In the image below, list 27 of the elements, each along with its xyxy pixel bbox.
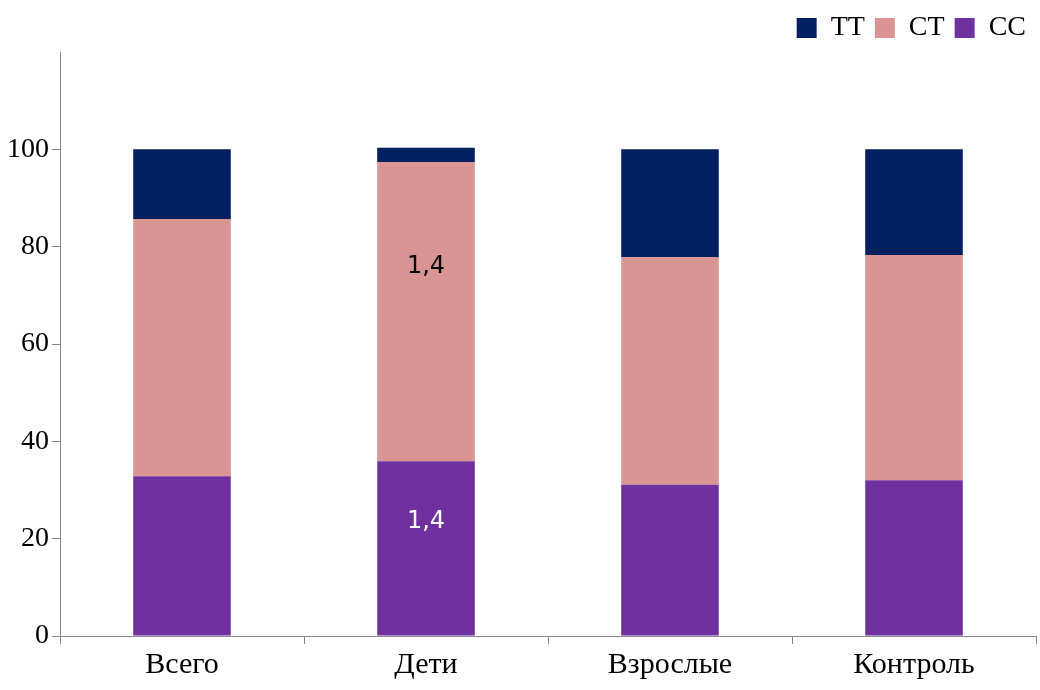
- bar: [865, 480, 963, 636]
- x-tick-label: Контроль: [853, 645, 975, 679]
- y-tick-label: 100: [7, 131, 49, 163]
- bar: [133, 476, 231, 636]
- y-tick-label: 80: [21, 229, 49, 261]
- bar: [377, 461, 475, 636]
- bar: [377, 161, 475, 462]
- y-tick-label: 20: [21, 521, 49, 553]
- annotation: 1,4: [406, 250, 446, 279]
- x-tick-label: Дети: [394, 645, 458, 679]
- y-tick-label: 0: [35, 618, 49, 650]
- bar: [133, 218, 231, 477]
- bar: [621, 256, 719, 485]
- bar: [621, 149, 719, 257]
- bar: [865, 149, 963, 255]
- bar: [621, 484, 719, 636]
- legend-label: CC: [988, 10, 1027, 42]
- y-tick-label: 60: [21, 326, 49, 358]
- bar: [133, 149, 231, 219]
- legend-label: TT: [830, 10, 865, 42]
- bar: [865, 254, 963, 481]
- bar: [377, 147, 475, 162]
- x-tick-label: Всего: [145, 645, 219, 679]
- legend-label: CT: [908, 10, 945, 42]
- annotation: 1,4: [406, 506, 446, 535]
- x-tick-label: Взрослые: [607, 645, 733, 679]
- y-tick-label: 40: [21, 423, 49, 455]
